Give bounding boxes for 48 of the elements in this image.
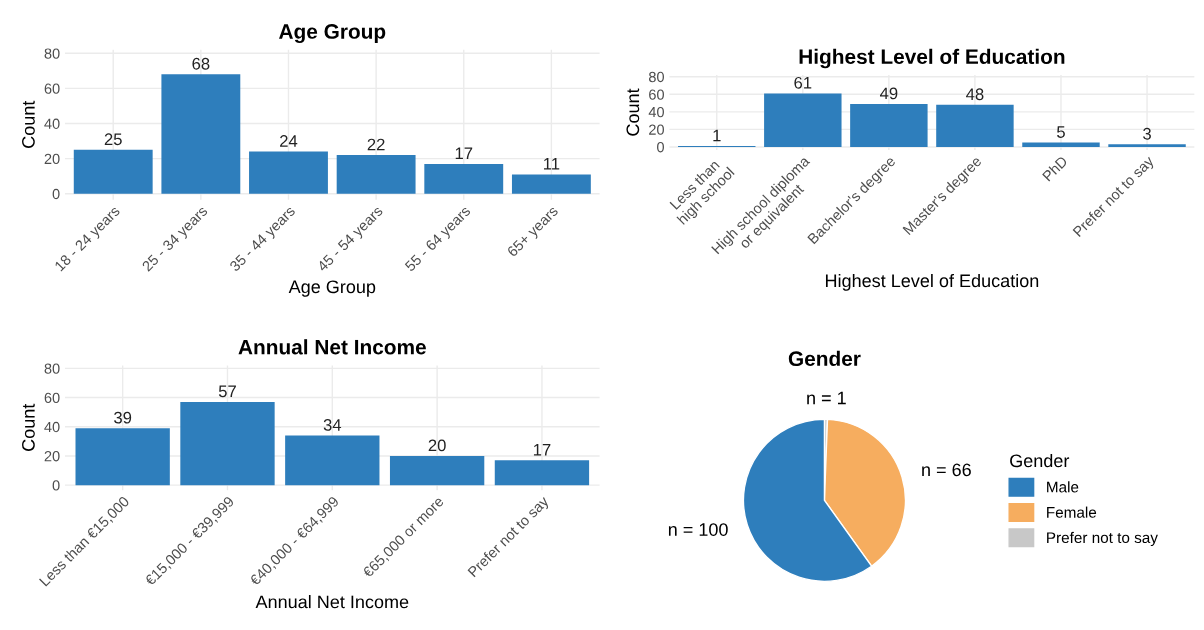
data-label: 5 — [1057, 126, 1065, 138]
chart-title: Gender — [788, 350, 861, 367]
data-label: 20 — [428, 439, 446, 452]
data-label: 61 — [794, 76, 812, 89]
y-axis-title: Count — [22, 403, 35, 451]
y-tick-label: 60 — [44, 83, 60, 94]
y-axis-title: Count — [626, 88, 640, 136]
x-axis-title: Annual Net Income — [255, 595, 409, 609]
y-tick-label: 60 — [44, 392, 60, 403]
data-label: 39 — [114, 411, 132, 424]
data-label: n = 100 — [668, 523, 728, 536]
data-label: 25 — [104, 133, 122, 146]
data-label: 1 — [713, 129, 721, 142]
chart-title: Annual Net Income — [238, 339, 426, 355]
legend-title: Gender — [1010, 453, 1070, 468]
data-label: 49 — [879, 87, 898, 100]
y-tick-label: 40 — [44, 118, 60, 129]
data-label: 22 — [367, 138, 385, 151]
data-label: 3 — [1143, 127, 1151, 140]
y-tick-label: 80 — [44, 48, 60, 59]
data-label: 17 — [455, 147, 473, 160]
data-label: 17 — [533, 444, 551, 456]
y-tick-label: 0 — [657, 142, 664, 153]
data-label: n = 66 — [922, 463, 971, 477]
data-label: 24 — [280, 135, 298, 147]
chart-title: Highest Level of Education — [799, 48, 1065, 69]
chart-title: Age Group — [279, 24, 386, 44]
y-axis-title: Count — [22, 100, 35, 148]
data-label: n = 1 — [807, 391, 846, 405]
data-label: 57 — [218, 385, 236, 398]
x-axis-title: Highest Level of Education — [825, 273, 1039, 291]
legend-label: Male — [1047, 481, 1079, 493]
data-label: 34 — [323, 419, 342, 431]
y-tick-label: 20 — [44, 153, 60, 165]
y-tick-label: 20 — [44, 451, 60, 462]
y-tick-label: 40 — [44, 421, 60, 433]
y-tick-label: 40 — [648, 106, 664, 118]
y-tick-label: 60 — [649, 89, 664, 100]
y-tick-label: 80 — [44, 363, 60, 374]
data-label: 48 — [966, 88, 984, 101]
data-label: 11 — [544, 158, 560, 170]
legend-label: Female — [1047, 506, 1097, 518]
y-tick-label: 20 — [649, 124, 664, 135]
y-tick-label: 0 — [52, 480, 60, 491]
y-tick-label: 80 — [648, 71, 664, 83]
data-label: 68 — [192, 57, 210, 70]
x-axis-title: Age Group — [288, 280, 376, 297]
y-tick-label: 0 — [52, 188, 60, 200]
